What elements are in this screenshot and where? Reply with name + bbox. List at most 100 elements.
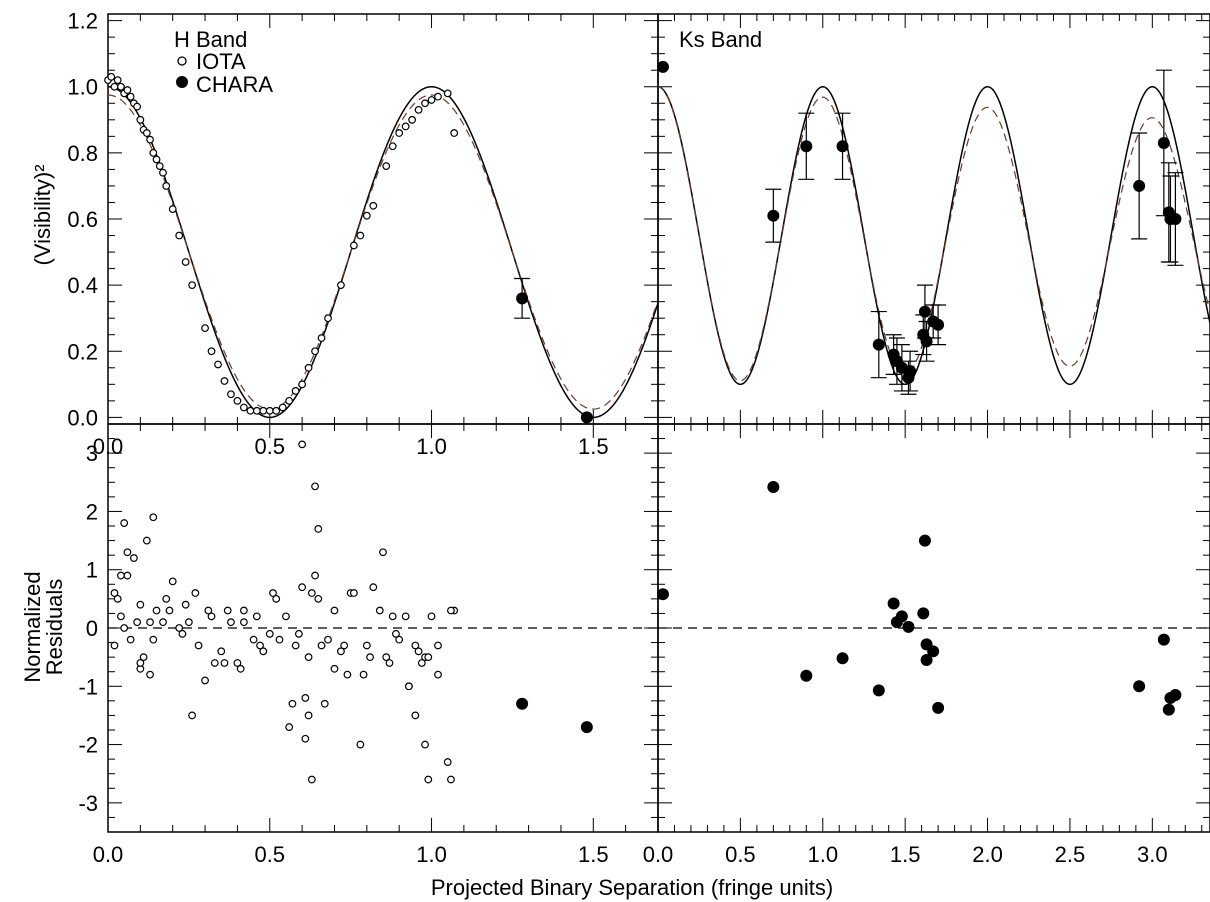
h-band-residuals-iota-point: [388, 612, 397, 621]
h-band-residuals-chara-point: [580, 721, 593, 734]
h-band-visibility-iota-point: [450, 129, 459, 137]
h-band-residuals-chara-point: [516, 697, 529, 710]
h-band-residuals-iota-point: [401, 612, 410, 621]
ks-band-visibility-chara-point: [836, 140, 849, 153]
h-band-residuals-iota-point: [362, 641, 371, 650]
iota-legend-marker: [177, 56, 187, 66]
h-band-residuals-iota-point: [298, 440, 307, 449]
ks-band-residuals-xtick-label: 0.0: [643, 842, 674, 867]
h-band-residuals-iota-point: [110, 589, 119, 597]
h-band-residuals-iota-point: [249, 635, 258, 644]
h-band-visibility-iota-point: [168, 205, 177, 213]
h-band-residuals-iota-point: [366, 653, 374, 662]
h-band-residuals-iota-point: [123, 548, 132, 557]
ks-band-residuals-chara-point: [902, 620, 915, 633]
h-band-residuals-iota-point: [110, 641, 119, 650]
h-band-residuals-iota-point: [117, 612, 125, 621]
h-band-visibility-iota-point: [220, 377, 229, 385]
chara-legend-label: CHARA: [196, 72, 273, 97]
h-band-residuals-iota-point: [356, 740, 365, 749]
iota-legend-label: IOTA: [196, 49, 246, 74]
h-band-residuals-iota-point: [447, 775, 455, 784]
h-band-residuals-ytick-label: 3: [86, 441, 98, 466]
h-band-visibility-iota-point: [162, 182, 171, 190]
h-band-residuals-iota-point: [324, 635, 332, 644]
h-band-residuals-iota-point: [382, 653, 391, 662]
h-band-residuals-ytick-label: -3: [78, 791, 98, 816]
h-band-visibility-ytick-label: 1.0: [67, 75, 98, 100]
ks-band-visibility-model-solid: [657, 85, 1210, 386]
h-band-residuals-iota-point: [301, 734, 310, 743]
h-band-residuals-iota-point: [282, 612, 290, 621]
h-band-visibility-iota-point: [434, 92, 442, 101]
h-band-visibility-iota-point: [278, 403, 287, 412]
h-band-residuals-iota-point: [288, 699, 297, 708]
h-band-residuals-iota-point: [417, 659, 426, 667]
h-band-residuals-iota-point: [314, 594, 323, 603]
h-band-residuals-iota-point: [129, 554, 138, 562]
h-band-residuals-iota-point: [201, 676, 209, 685]
h-band-residuals-iota-point: [434, 670, 442, 679]
h-band-residuals-iota-point: [188, 711, 197, 720]
ks-band-visibility-chara-point: [932, 318, 945, 331]
h-band-residuals-iota-point: [424, 775, 433, 784]
ks-band-residuals-xtick-label: 2.0: [972, 842, 1003, 867]
h-band-visibility-iota-point: [388, 142, 397, 151]
h-band-visibility-iota-point: [181, 258, 190, 266]
h-band-visibility-iota-point: [233, 396, 242, 405]
h-band-visibility-iota-point: [259, 406, 268, 415]
h-band-visibility-ytick-label: 0.4: [67, 273, 98, 298]
h-band-residuals-iota-point: [275, 635, 284, 644]
ks-band-residuals-chara-point: [918, 534, 931, 547]
h-band-visibility-iota-point: [291, 387, 300, 395]
h-band-residuals-iota-point: [298, 583, 307, 592]
h-band-residuals-iota-point: [434, 641, 442, 650]
h-band-residuals-iota-point: [120, 624, 129, 632]
h-band-visibility-iota-point: [136, 115, 145, 124]
h-band-residuals-ytick-label: -1: [78, 674, 98, 699]
h-band-visibility-iota-point: [239, 403, 248, 412]
h-band-residuals-iota-point: [291, 641, 300, 650]
h-band-residuals-iota-point: [165, 606, 174, 615]
ks-band-visibility-model-dashed: [657, 86, 1210, 382]
h-band-visibility-chara-point: [516, 292, 529, 305]
h-band-legend-title: H Band: [174, 27, 247, 52]
h-band-visibility-iota-point: [401, 122, 410, 131]
h-band-residuals-iota-point: [259, 647, 268, 656]
h-band-residuals-iota-point: [317, 641, 326, 650]
h-band-visibility-iota-point: [146, 135, 154, 144]
h-band-residuals-iota-point: [301, 694, 310, 702]
h-band-residuals-iota-point: [239, 618, 248, 627]
ks-band-residuals-chara-point: [920, 654, 933, 667]
h-band-residuals-iota-point: [375, 606, 384, 615]
h-band-residuals-iota-point: [285, 723, 294, 731]
h-band-residuals-iota-point: [194, 641, 203, 650]
h-band-residuals-iota-point: [314, 525, 323, 533]
h-band-residuals-iota-point: [168, 577, 177, 586]
ks-band-visibility-chara-point: [1169, 213, 1182, 225]
h-band-visibility-iota-point: [123, 86, 132, 94]
h-band-visibility-iota-point: [175, 231, 184, 240]
h-band-visibility-iota-point: [298, 380, 307, 389]
ks-band-residuals-chara-point: [836, 652, 849, 665]
h-band-residuals-ytick-label: 2: [86, 499, 98, 524]
h-band-residuals-iota-point: [340, 641, 349, 650]
h-band-residuals-iota-point: [227, 618, 235, 627]
h-band-visibility-iota-point: [337, 281, 345, 290]
h-band-visibility-iota-point: [421, 99, 429, 108]
ks-band-visibility-chara-point: [920, 335, 933, 348]
h-band-visibility-xtick-label: 1.5: [578, 434, 609, 459]
h-band-residuals-iota-point: [411, 711, 420, 720]
h-band-visibility-iota-point: [395, 129, 404, 137]
h-band-residuals-iota-point: [256, 641, 264, 650]
h-band-visibility-iota-point: [324, 314, 332, 323]
h-band-visibility-iota-point: [133, 102, 142, 111]
h-band-visibility-xtick-label: 1.0: [416, 434, 447, 459]
h-band-visibility-iota-point: [113, 76, 122, 85]
h-band-residuals-xtick-label: 0.5: [254, 842, 285, 867]
h-band-residuals-iota-point: [379, 548, 387, 557]
h-band-residuals-iota-point: [307, 775, 316, 784]
h-band-residuals-ytick-label: -2: [78, 733, 98, 758]
h-band-residuals-iota-point: [392, 629, 400, 638]
